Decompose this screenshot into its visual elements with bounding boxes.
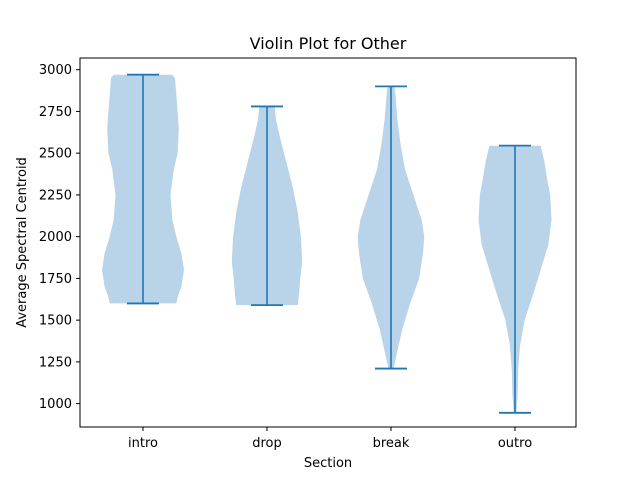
x-axis: intro drop break outro	[128, 427, 532, 451]
y-axis: 1000 1250 1500 1750 2000 2250 2500 2750 3000	[39, 63, 80, 412]
y-tick-label: 1250	[39, 355, 72, 370]
y-tick-label: 3000	[39, 63, 72, 78]
y-tick-label: 1750	[39, 272, 72, 287]
x-tick-label: break	[373, 436, 410, 451]
y-tick-label: 2000	[39, 230, 72, 245]
x-tick-label: outro	[498, 436, 532, 451]
y-tick-label: 2250	[39, 188, 72, 203]
violin-whiskers	[127, 73, 531, 414]
x-tick-label: drop	[252, 436, 282, 451]
y-tick-label: 1000	[39, 397, 72, 412]
y-axis-title: Average Spectral Centroid	[15, 157, 30, 328]
y-tick-label: 2500	[39, 147, 72, 162]
x-axis-title: Section	[304, 456, 352, 471]
plot-area-frame	[79, 57, 577, 428]
y-tick-label: 2750	[39, 105, 72, 120]
x-tick-label: intro	[128, 436, 158, 451]
y-tick-label: 1500	[39, 314, 72, 329]
chart-title: Violin Plot for Other	[250, 34, 407, 53]
